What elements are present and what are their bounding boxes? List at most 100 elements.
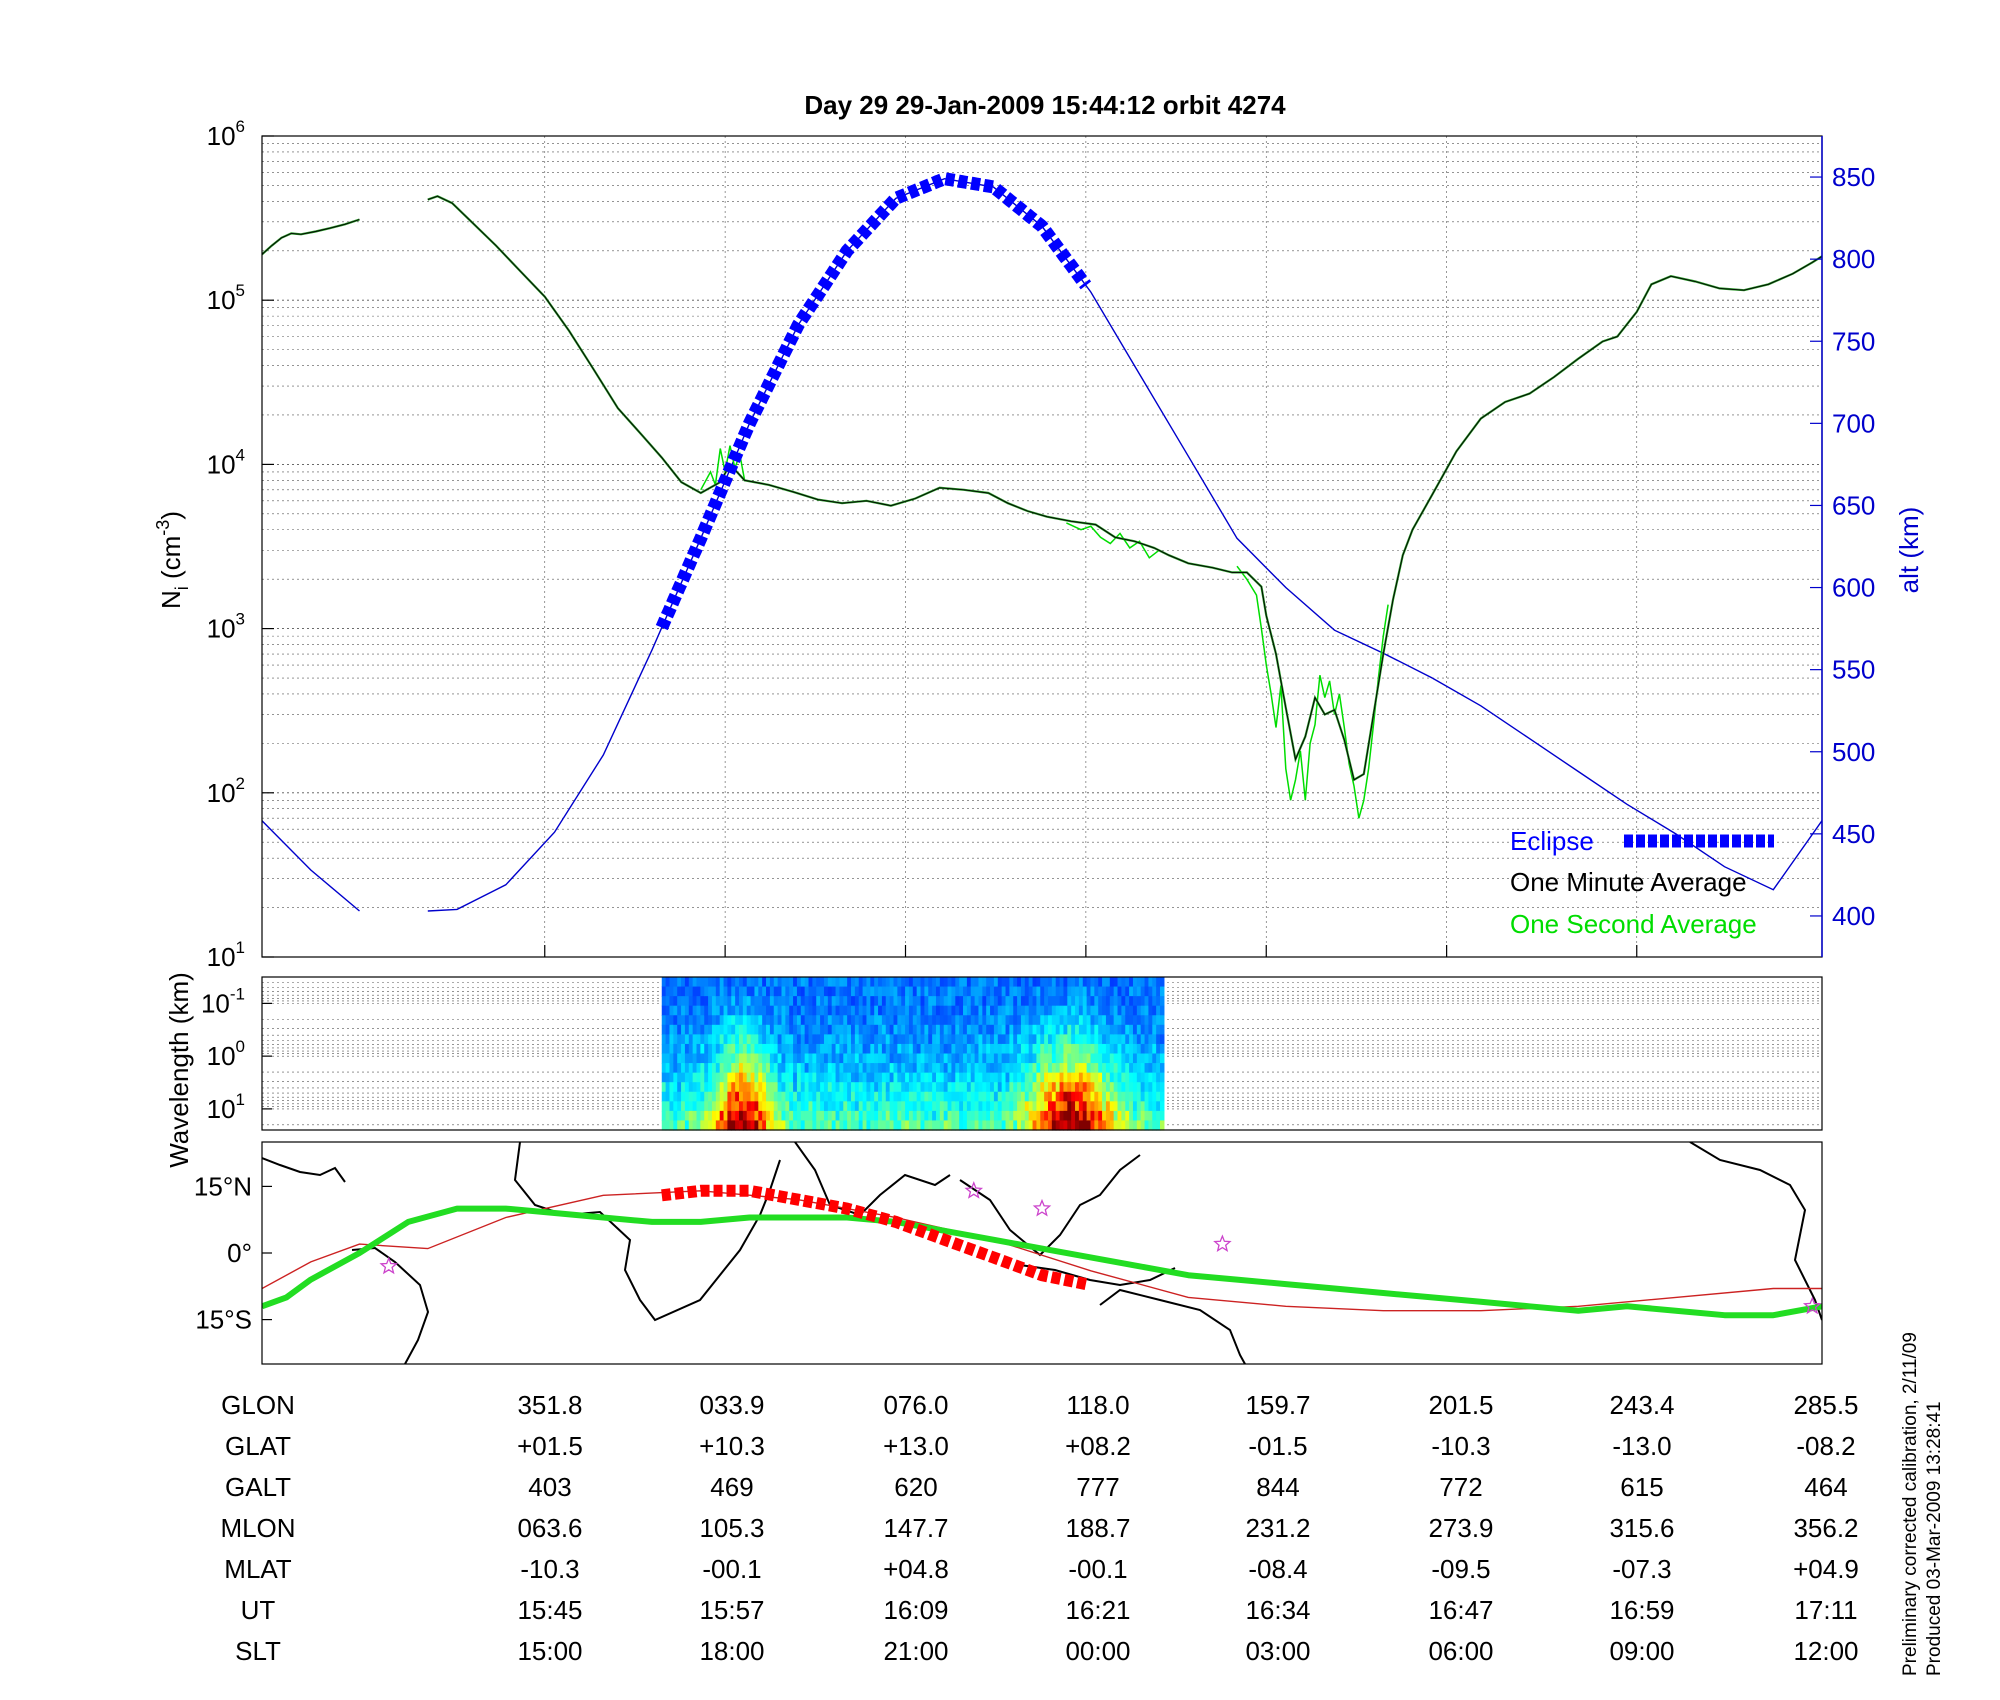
spectrogram-cell <box>908 1091 914 1102</box>
spectrogram-cell <box>959 1053 964 1064</box>
ephemeris-cell: -00.1 <box>702 1554 761 1584</box>
spectrogram-cell <box>901 986 906 997</box>
spectrogram-cell <box>696 1101 701 1112</box>
spectrogram-cell <box>769 996 775 1007</box>
spectrogram-cell <box>943 1082 949 1093</box>
spectrogram-cell <box>1032 986 1038 997</box>
spectrogram-cell <box>1048 1091 1053 1102</box>
spectrogram-cell <box>978 996 983 1007</box>
eclipse-ground-track <box>661 1184 1088 1290</box>
spectrogram-cell <box>742 1024 748 1035</box>
spectrogram-cell <box>800 1043 806 1055</box>
spectrogram-cell <box>1090 977 1095 988</box>
spectrogram-cell <box>1001 1072 1007 1083</box>
spectrogram-cell <box>1094 977 1099 988</box>
ephemeris-cell: 403 <box>528 1472 571 1502</box>
spectrogram-cell <box>912 1072 918 1083</box>
spectrogram-cell <box>1113 986 1119 997</box>
altitude-tick-label: 600 <box>1832 573 1875 603</box>
spectrogram-cell <box>1132 1110 1138 1122</box>
spectrogram-cell <box>739 1101 744 1112</box>
spectrogram-cell <box>700 1072 705 1083</box>
spectrogram-cell <box>990 1024 995 1035</box>
spectrogram-cell <box>1020 986 1026 997</box>
spectrogram-cell <box>1140 1082 1146 1093</box>
spectrogram-cell <box>1024 1091 1030 1102</box>
spectrogram-cell <box>758 986 763 997</box>
spectrogram-cell <box>1152 1082 1157 1093</box>
spectrogram-cell <box>966 1015 972 1026</box>
spectrogram-cell <box>862 977 868 988</box>
spectrogram-cell <box>1078 1024 1084 1035</box>
spectrogram-cell <box>955 1043 960 1055</box>
map-y-tick-label: 0° <box>227 1238 252 1268</box>
spectrogram-cell <box>878 1072 883 1083</box>
ephemeris-row-label: UT <box>241 1595 276 1625</box>
spectrogram-cell <box>746 1120 752 1131</box>
spectrogram-cell <box>932 1043 937 1055</box>
spectrogram-cell <box>669 1053 674 1064</box>
spectrogram-cell <box>823 1034 829 1045</box>
spectrogram-cell <box>684 1072 690 1083</box>
altitude-tick-label: 850 <box>1832 162 1875 192</box>
spectrogram-cell <box>885 996 891 1007</box>
spectrogram-cell <box>835 1063 841 1074</box>
spectrogram-cell <box>723 1015 729 1026</box>
spectrogram-cell <box>681 1110 686 1122</box>
spectrogram-cell <box>1094 1101 1099 1112</box>
spectrogram-cell <box>1028 1101 1034 1112</box>
spectrogram-cell <box>1152 1024 1157 1035</box>
spectrogram-cell <box>990 1015 995 1026</box>
spectrogram-cell <box>901 1091 906 1102</box>
spectrogram-cell <box>1048 986 1053 997</box>
spectrogram-cell <box>1098 1043 1103 1055</box>
spectrogram-cell <box>1017 1082 1022 1093</box>
spectrogram-cell <box>835 977 841 988</box>
spectrogram-cell <box>1098 1082 1103 1093</box>
spectrogram-cell <box>742 1101 748 1112</box>
spectrogram-cell <box>1160 1101 1165 1112</box>
spectrogram-cell <box>731 1091 736 1102</box>
spectrogram-cell <box>1152 1110 1157 1122</box>
spectrogram-cell <box>1125 1034 1130 1045</box>
spectrogram-cell <box>1028 977 1034 988</box>
spectrogram-cell <box>951 1082 956 1093</box>
spectrogram-cell <box>1144 1034 1150 1045</box>
spectrogram-cell <box>835 1005 841 1016</box>
spectrogram-cell <box>1075 1043 1080 1055</box>
spectrogram-cell <box>920 977 925 988</box>
spectrogram-cell <box>1059 977 1065 988</box>
spectrogram-cell <box>889 1043 895 1055</box>
spectrogram-cell <box>831 1120 837 1131</box>
spectrogram-cell <box>727 1082 732 1093</box>
spectrogram-cell <box>1048 1072 1053 1083</box>
spectrogram-cell <box>1048 1101 1053 1112</box>
spectrogram-cell <box>684 1120 690 1131</box>
spectrogram-cell <box>793 986 798 997</box>
spectrogram-cell <box>897 1024 902 1035</box>
spectrogram-cell <box>878 1034 883 1045</box>
spectrogram-cell <box>769 1053 775 1064</box>
spectrogram-cell <box>1020 1043 1026 1055</box>
spectrogram-cell <box>1013 1091 1018 1102</box>
spectrogram-cell <box>700 1024 705 1035</box>
spectrogram-cell <box>835 1053 841 1064</box>
spectrogram-cell <box>711 1072 717 1083</box>
spectrogram-cell <box>1156 1015 1161 1026</box>
ephemeris-cell: -09.5 <box>1431 1554 1490 1584</box>
spectrogram-cell <box>665 1024 671 1035</box>
ephemeris-cell: 844 <box>1256 1472 1299 1502</box>
spectrogram-cell <box>905 1015 910 1026</box>
spectrogram-cell <box>715 1053 721 1064</box>
spectrogram-cell <box>1075 1072 1080 1083</box>
spectrogram-cell <box>966 1005 972 1016</box>
spectrogram-cell <box>796 996 802 1007</box>
spectrogram-cell <box>711 986 717 997</box>
spectrogram-cell <box>978 1120 983 1131</box>
spectrogram-cell <box>746 1034 752 1045</box>
spectrogram-cell <box>947 977 953 988</box>
spectrogram-cell <box>974 977 980 988</box>
spectrogram-cell <box>920 996 925 1007</box>
spectrogram-cell <box>932 1091 937 1102</box>
